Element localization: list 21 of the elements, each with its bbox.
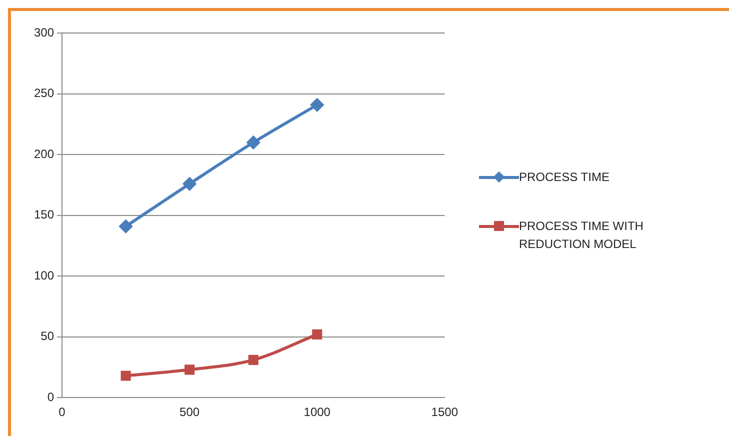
y-tick-label: 150 [34, 208, 54, 222]
point [310, 98, 324, 112]
x-tick-label: 500 [180, 405, 200, 420]
point [183, 177, 196, 190]
point [312, 329, 322, 340]
y-tick-label: 100 [34, 268, 54, 282]
y-tick-label: 300 [34, 26, 54, 40]
y-tick-label: 50 [40, 329, 54, 344]
legend-label: PROCESS TIME [519, 169, 610, 186]
point [120, 370, 131, 381]
y-tick-label: 0 [47, 390, 54, 404]
y-tick-label: 250 [34, 86, 54, 100]
point [119, 220, 132, 233]
legend-label: PROCESS TIME WITH REDUCTION MODEL [519, 218, 644, 253]
point [248, 354, 258, 365]
x-tick-label: 0 [58, 405, 66, 420]
x-tick-label: 1000 [304, 405, 331, 420]
point [246, 136, 260, 150]
point [184, 364, 195, 375]
y-tick-label: 200 [34, 146, 54, 161]
x-tick-label: 1500 [431, 405, 458, 420]
